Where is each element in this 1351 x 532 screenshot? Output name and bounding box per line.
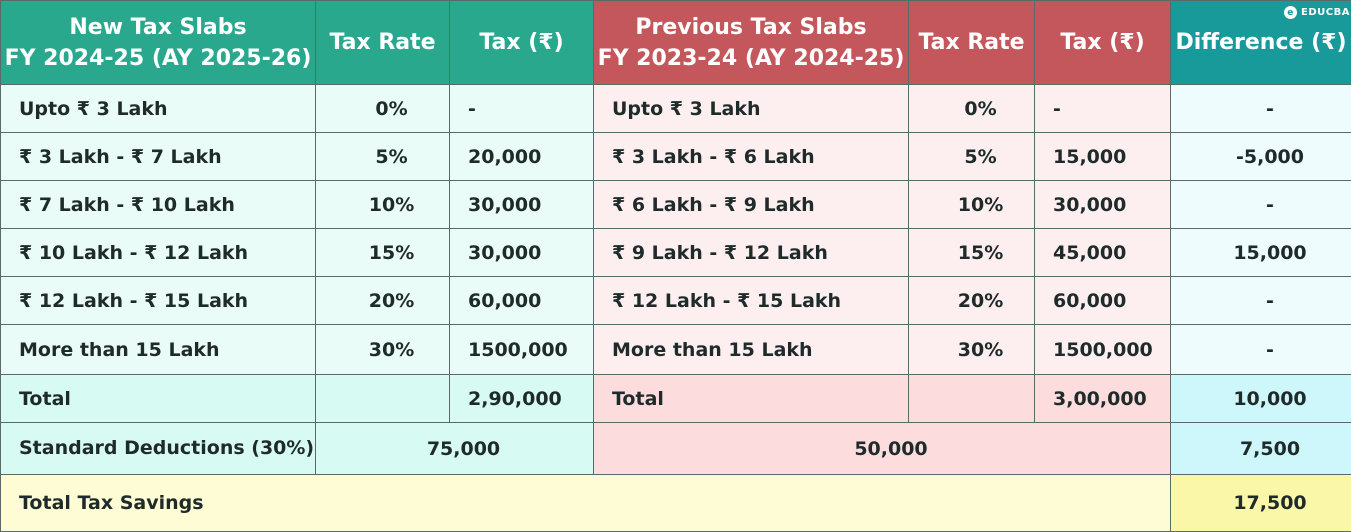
new-rate-cell: 30% bbox=[316, 325, 450, 375]
prev-slab-cell: ₹ 12 Lakh - ₹ 15 Lakh bbox=[594, 277, 909, 325]
prev-slab-cell: ₹ 3 Lakh - ₹ 6 Lakh bbox=[594, 133, 909, 181]
header-prev-slabs-line1: Previous Tax Slabs bbox=[594, 12, 908, 43]
prev-slab-cell: More than 15 Lakh bbox=[594, 325, 909, 375]
new-tax-cell: - bbox=[450, 85, 594, 133]
standard-deduction-new: 75,000 bbox=[316, 423, 594, 475]
educba-logo-text: EDUCBA bbox=[1301, 7, 1350, 18]
header-new-tax: Tax (₹) bbox=[450, 1, 594, 85]
header-prev-slabs: Previous Tax Slabs FY 2023-24 (AY 2024-2… bbox=[594, 1, 909, 85]
new-rate-cell: 0% bbox=[316, 85, 450, 133]
prev-rate-cell: 10% bbox=[909, 181, 1035, 229]
standard-deduction-label: Standard Deductions (30%) bbox=[1, 423, 316, 475]
new-slab-cell: ₹ 12 Lakh - ₹ 15 Lakh bbox=[1, 277, 316, 325]
table-row: ₹ 3 Lakh - ₹ 7 Lakh 5% 20,000 ₹ 3 Lakh -… bbox=[1, 133, 1351, 181]
new-rate-cell: 20% bbox=[316, 277, 450, 325]
prev-tax-cell: 60,000 bbox=[1035, 277, 1171, 325]
total-row: Total 2,90,000 Total 3,00,000 10,000 bbox=[1, 375, 1351, 423]
prev-rate-cell: 5% bbox=[909, 133, 1035, 181]
prev-rate-cell: 30% bbox=[909, 325, 1035, 375]
new-rate-cell: 5% bbox=[316, 133, 450, 181]
educba-logo-icon: e bbox=[1284, 6, 1297, 19]
difference-cell: - bbox=[1171, 181, 1351, 229]
header-row: New Tax Slabs FY 2024-25 (AY 2025-26) Ta… bbox=[1, 1, 1351, 85]
total-prev-rate-empty bbox=[909, 375, 1035, 423]
new-tax-cell: 60,000 bbox=[450, 277, 594, 325]
standard-deduction-row: Standard Deductions (30%) 75,000 50,000 … bbox=[1, 423, 1351, 475]
table-row: ₹ 12 Lakh - ₹ 15 Lakh 20% 60,000 ₹ 12 La… bbox=[1, 277, 1351, 325]
tax-savings-label: Total Tax Savings bbox=[1, 475, 1171, 532]
standard-deduction-difference: 7,500 bbox=[1171, 423, 1351, 475]
difference-cell: -5,000 bbox=[1171, 133, 1351, 181]
header-prev-rate: Tax Rate bbox=[909, 1, 1035, 85]
new-tax-cell: 30,000 bbox=[450, 229, 594, 277]
table-row: ₹ 10 Lakh - ₹ 12 Lakh 15% 30,000 ₹ 9 Lak… bbox=[1, 229, 1351, 277]
header-prev-tax: Tax (₹) bbox=[1035, 1, 1171, 85]
difference-cell: - bbox=[1171, 277, 1351, 325]
standard-deduction-prev: 50,000 bbox=[594, 423, 1171, 475]
prev-tax-cell: 15,000 bbox=[1035, 133, 1171, 181]
difference-cell: - bbox=[1171, 85, 1351, 133]
new-slab-cell: More than 15 Lakh bbox=[1, 325, 316, 375]
prev-tax-cell: - bbox=[1035, 85, 1171, 133]
prev-rate-cell: 0% bbox=[909, 85, 1035, 133]
new-tax-cell: 1500,000 bbox=[450, 325, 594, 375]
new-rate-cell: 10% bbox=[316, 181, 450, 229]
total-prev-tax: 3,00,000 bbox=[1035, 375, 1171, 423]
total-new-rate-empty bbox=[316, 375, 450, 423]
header-new-rate: Tax Rate bbox=[316, 1, 450, 85]
prev-slab-cell: ₹ 9 Lakh - ₹ 12 Lakh bbox=[594, 229, 909, 277]
prev-rate-cell: 20% bbox=[909, 277, 1035, 325]
difference-cell: - bbox=[1171, 325, 1351, 375]
tax-savings-value: 17,500 bbox=[1171, 475, 1351, 532]
header-new-slabs: New Tax Slabs FY 2024-25 (AY 2025-26) bbox=[1, 1, 316, 85]
table-row: More than 15 Lakh 30% 1500,000 More than… bbox=[1, 325, 1351, 375]
total-new-tax: 2,90,000 bbox=[450, 375, 594, 423]
new-slab-cell: ₹ 3 Lakh - ₹ 7 Lakh bbox=[1, 133, 316, 181]
total-difference: 10,000 bbox=[1171, 375, 1351, 423]
header-new-slabs-line2: FY 2024-25 (AY 2025-26) bbox=[1, 43, 315, 74]
prev-tax-cell: 30,000 bbox=[1035, 181, 1171, 229]
prev-slab-cell: Upto ₹ 3 Lakh bbox=[594, 85, 909, 133]
header-prev-slabs-line2: FY 2023-24 (AY 2024-25) bbox=[594, 43, 908, 74]
prev-tax-cell: 45,000 bbox=[1035, 229, 1171, 277]
table-row: ₹ 7 Lakh - ₹ 10 Lakh 10% 30,000 ₹ 6 Lakh… bbox=[1, 181, 1351, 229]
prev-rate-cell: 15% bbox=[909, 229, 1035, 277]
table-row: Upto ₹ 3 Lakh 0% - Upto ₹ 3 Lakh 0% - - bbox=[1, 85, 1351, 133]
new-rate-cell: 15% bbox=[316, 229, 450, 277]
new-slab-cell: ₹ 10 Lakh - ₹ 12 Lakh bbox=[1, 229, 316, 277]
difference-cell: 15,000 bbox=[1171, 229, 1351, 277]
total-new-label: Total bbox=[1, 375, 316, 423]
tax-savings-row: Total Tax Savings 17,500 bbox=[1, 475, 1351, 532]
header-new-slabs-line1: New Tax Slabs bbox=[1, 12, 315, 43]
new-tax-cell: 20,000 bbox=[450, 133, 594, 181]
prev-tax-cell: 1500,000 bbox=[1035, 325, 1171, 375]
new-slab-cell: ₹ 7 Lakh - ₹ 10 Lakh bbox=[1, 181, 316, 229]
educba-logo: e EDUCBA bbox=[1284, 6, 1350, 19]
prev-slab-cell: ₹ 6 Lakh - ₹ 9 Lakh bbox=[594, 181, 909, 229]
new-slab-cell: Upto ₹ 3 Lakh bbox=[1, 85, 316, 133]
new-tax-cell: 30,000 bbox=[450, 181, 594, 229]
total-prev-label: Total bbox=[594, 375, 909, 423]
